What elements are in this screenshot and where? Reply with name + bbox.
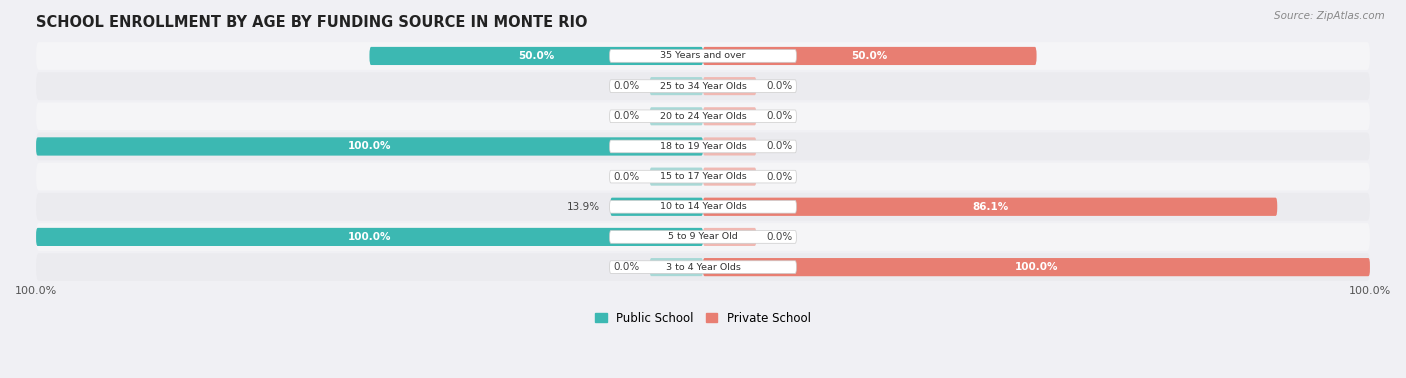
Text: 100.0%: 100.0% <box>347 141 391 152</box>
Text: 15 to 17 Year Olds: 15 to 17 Year Olds <box>659 172 747 181</box>
FancyBboxPatch shape <box>650 77 703 95</box>
FancyBboxPatch shape <box>703 77 756 95</box>
FancyBboxPatch shape <box>650 167 703 186</box>
Text: 0.0%: 0.0% <box>613 172 640 181</box>
FancyBboxPatch shape <box>703 47 1036 65</box>
FancyBboxPatch shape <box>703 167 756 186</box>
Text: 13.9%: 13.9% <box>567 202 600 212</box>
Text: 86.1%: 86.1% <box>972 202 1008 212</box>
FancyBboxPatch shape <box>37 228 703 246</box>
Text: 50.0%: 50.0% <box>519 51 554 61</box>
FancyBboxPatch shape <box>703 258 1369 276</box>
Text: 25 to 34 Year Olds: 25 to 34 Year Olds <box>659 82 747 91</box>
FancyBboxPatch shape <box>610 110 796 122</box>
FancyBboxPatch shape <box>37 193 1369 221</box>
FancyBboxPatch shape <box>37 72 1369 100</box>
FancyBboxPatch shape <box>650 258 703 276</box>
FancyBboxPatch shape <box>610 50 796 62</box>
FancyBboxPatch shape <box>703 198 1277 216</box>
FancyBboxPatch shape <box>610 231 796 243</box>
Text: 50.0%: 50.0% <box>852 51 887 61</box>
FancyBboxPatch shape <box>610 261 796 273</box>
FancyBboxPatch shape <box>37 228 703 246</box>
FancyBboxPatch shape <box>703 47 1036 65</box>
Text: 0.0%: 0.0% <box>613 81 640 91</box>
Text: 5 to 9 Year Old: 5 to 9 Year Old <box>668 232 738 242</box>
FancyBboxPatch shape <box>610 198 703 216</box>
Text: 18 to 19 Year Olds: 18 to 19 Year Olds <box>659 142 747 151</box>
Text: 0.0%: 0.0% <box>766 232 793 242</box>
Text: 0.0%: 0.0% <box>766 81 793 91</box>
Text: 100.0%: 100.0% <box>347 232 391 242</box>
Text: 100.0%: 100.0% <box>1015 262 1059 272</box>
FancyBboxPatch shape <box>37 102 1369 130</box>
FancyBboxPatch shape <box>703 107 756 125</box>
Text: Source: ZipAtlas.com: Source: ZipAtlas.com <box>1274 11 1385 21</box>
Text: 0.0%: 0.0% <box>766 141 793 152</box>
FancyBboxPatch shape <box>610 200 796 213</box>
FancyBboxPatch shape <box>610 170 796 183</box>
Text: 3 to 4 Year Olds: 3 to 4 Year Olds <box>665 263 741 272</box>
FancyBboxPatch shape <box>610 140 796 153</box>
Text: 0.0%: 0.0% <box>766 111 793 121</box>
FancyBboxPatch shape <box>37 223 1369 251</box>
Text: 10 to 14 Year Olds: 10 to 14 Year Olds <box>659 202 747 211</box>
FancyBboxPatch shape <box>703 228 756 246</box>
FancyBboxPatch shape <box>610 198 703 216</box>
Text: 35 Years and over: 35 Years and over <box>661 51 745 60</box>
FancyBboxPatch shape <box>370 47 703 65</box>
Text: 0.0%: 0.0% <box>613 262 640 272</box>
FancyBboxPatch shape <box>610 80 796 93</box>
FancyBboxPatch shape <box>37 253 1369 281</box>
FancyBboxPatch shape <box>37 138 703 155</box>
FancyBboxPatch shape <box>37 42 1369 70</box>
FancyBboxPatch shape <box>703 198 1277 216</box>
FancyBboxPatch shape <box>650 107 703 125</box>
FancyBboxPatch shape <box>37 133 1369 160</box>
FancyBboxPatch shape <box>703 258 1369 276</box>
Text: 20 to 24 Year Olds: 20 to 24 Year Olds <box>659 112 747 121</box>
FancyBboxPatch shape <box>703 138 756 155</box>
FancyBboxPatch shape <box>37 138 703 155</box>
FancyBboxPatch shape <box>37 163 1369 191</box>
Legend: Public School, Private School: Public School, Private School <box>591 307 815 329</box>
Text: SCHOOL ENROLLMENT BY AGE BY FUNDING SOURCE IN MONTE RIO: SCHOOL ENROLLMENT BY AGE BY FUNDING SOUR… <box>37 15 588 30</box>
Text: 0.0%: 0.0% <box>766 172 793 181</box>
FancyBboxPatch shape <box>370 47 703 65</box>
Text: 0.0%: 0.0% <box>613 111 640 121</box>
